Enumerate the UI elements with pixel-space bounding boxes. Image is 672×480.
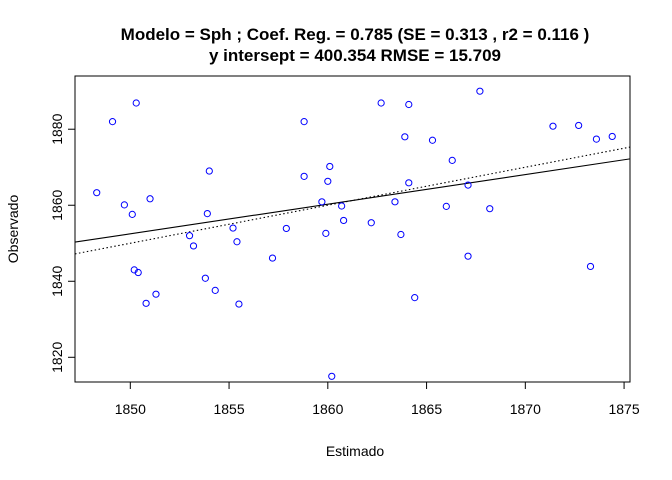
chart-title-line-1: Modelo = Sph ; Coef. Reg. = 0.785 (SE = … (121, 25, 590, 44)
data-point (233, 238, 241, 246)
data-point (300, 172, 308, 180)
data-point (476, 87, 484, 95)
data-point (211, 286, 219, 294)
chart-title-line-2: y intersept = 400.354 RMSE = 15.709 (209, 46, 501, 65)
x-axis-label: Estimado (326, 443, 385, 459)
data-point (128, 210, 136, 218)
data-point (448, 156, 456, 164)
x-tick-label: 1855 (213, 401, 244, 417)
data-point (282, 224, 290, 233)
data-point (185, 232, 194, 240)
data-point (592, 135, 601, 143)
x-tick-label: 1865 (411, 401, 442, 417)
data-point (377, 99, 385, 107)
plot-frame (74, 75, 631, 383)
data-point (229, 224, 237, 232)
data-point (405, 179, 413, 187)
data-point (235, 300, 243, 308)
y-tick-label: 1880 (49, 113, 65, 144)
data-point (338, 202, 346, 210)
data-point (367, 219, 375, 227)
data-point (401, 133, 409, 141)
data-point (93, 189, 101, 197)
data-point (318, 198, 326, 206)
data-point (575, 121, 583, 130)
data-point (549, 122, 557, 130)
data-point (201, 274, 209, 282)
x-axis: 1850 1855 1860 1865 1870 1875 (115, 381, 640, 417)
x-tick-label: 1850 (115, 401, 146, 417)
data-point (152, 290, 160, 298)
data-point (464, 181, 472, 189)
x-tick-label: 1860 (312, 401, 343, 417)
y-tick-label: 1820 (49, 342, 65, 373)
data-point (132, 99, 140, 107)
data-point (205, 167, 213, 175)
data-point (120, 201, 128, 209)
data-point (268, 254, 277, 262)
data-point (146, 195, 154, 203)
data-point (340, 216, 348, 225)
data-point (391, 198, 399, 206)
regression-line (75, 158, 630, 243)
data-point (586, 262, 595, 271)
x-tick-label: 1875 (608, 401, 639, 417)
data-point (326, 162, 334, 171)
data-point (322, 229, 330, 237)
data-point (442, 202, 450, 210)
data-point (324, 177, 332, 185)
data-point (464, 252, 472, 260)
y-axis: 1820 1840 1860 1880 (49, 113, 76, 373)
data-point (397, 230, 405, 239)
data-point (142, 299, 150, 307)
data-point (203, 210, 211, 218)
y-axis-label: Observado (5, 195, 21, 264)
data-point (608, 132, 616, 141)
data-point (428, 136, 437, 144)
data-point (328, 372, 336, 380)
x-tick-label: 1870 (510, 401, 541, 417)
regression-lines (75, 146, 630, 255)
data-points (93, 87, 616, 380)
data-point (134, 268, 142, 277)
data-point (108, 118, 117, 126)
data-point (486, 205, 494, 213)
data-point (405, 100, 413, 109)
data-point (189, 242, 198, 250)
data-point (411, 294, 419, 302)
y-tick-label: 1840 (49, 265, 65, 296)
y-tick-label: 1860 (49, 189, 65, 220)
data-point (300, 118, 308, 126)
